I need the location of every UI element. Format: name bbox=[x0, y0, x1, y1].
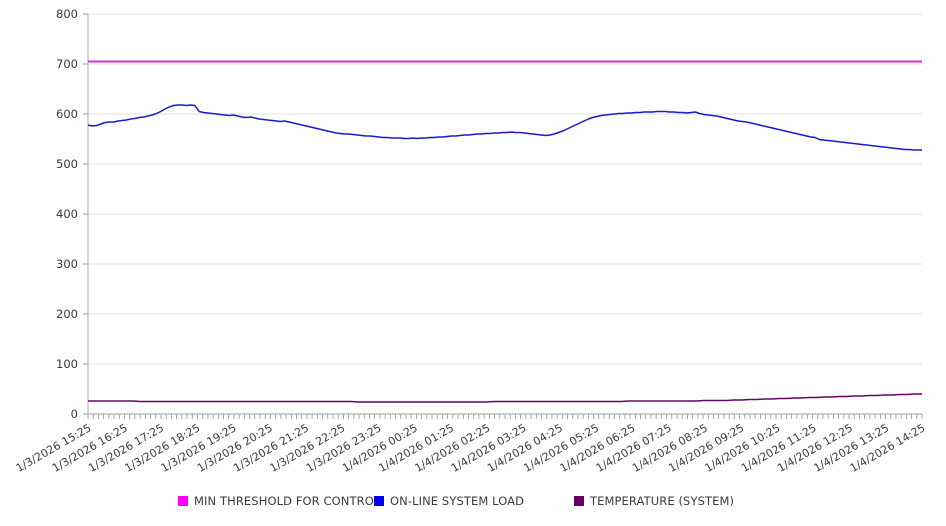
y-tick-label: 600 bbox=[56, 107, 78, 121]
legend-swatch-2 bbox=[574, 496, 584, 506]
legend-label-2: TEMPERATURE (SYSTEM) bbox=[589, 494, 734, 508]
series-lines bbox=[87, 60, 922, 403]
series-line-2 bbox=[88, 393, 922, 403]
y-tick-label: 0 bbox=[71, 407, 78, 421]
y-tick-label: 700 bbox=[56, 57, 78, 71]
y-tick-label: 800 bbox=[56, 7, 78, 21]
y-tick-label: 100 bbox=[56, 357, 78, 371]
y-axis-ticks: 0 100 200 300 400 500 600 700 800 bbox=[56, 7, 88, 421]
legend-label-0: MIN THRESHOLD FOR CONTROL bbox=[194, 494, 381, 508]
legend-swatch-0 bbox=[178, 496, 188, 506]
y-tick-label: 500 bbox=[56, 157, 78, 171]
legend-label-1: ON-LINE SYSTEM LOAD bbox=[390, 494, 524, 508]
y-tick-label: 300 bbox=[56, 257, 78, 271]
y-tick-label: 200 bbox=[56, 307, 78, 321]
chart-legend: MIN THRESHOLD FOR CONTROL ON-LINE SYSTEM … bbox=[178, 494, 734, 508]
legend-swatch-1 bbox=[374, 496, 384, 506]
series-line-1 bbox=[87, 104, 922, 151]
y-tick-label: 400 bbox=[56, 207, 78, 221]
x-axis-ticks: 1/3/2026 15:251/3/2026 16:251/3/2026 17:… bbox=[14, 414, 928, 475]
gridlines bbox=[88, 13, 922, 365]
